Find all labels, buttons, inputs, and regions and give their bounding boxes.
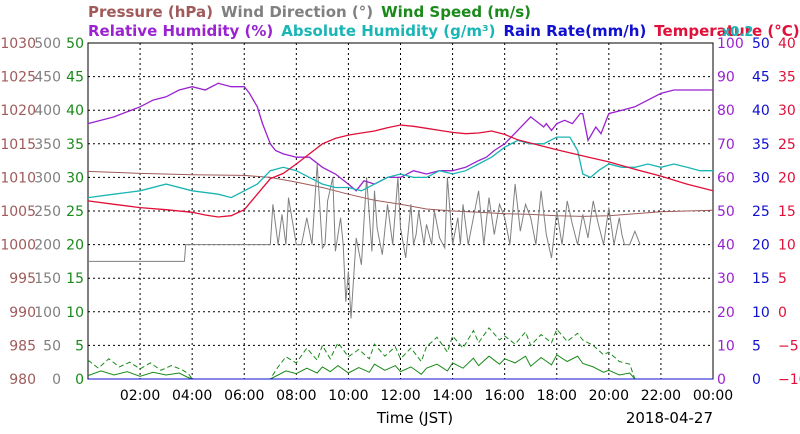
wind-speed-tick-label: 35 — [66, 137, 84, 153]
pressure-tick-label: 1000 — [0, 238, 36, 254]
temperature-tick-label: 0 — [778, 305, 787, 321]
relative-humidity-tick-label: 0 — [717, 372, 726, 388]
pressure-tick-label: 1015 — [0, 137, 36, 153]
wind-direction-tick-label: 450 — [34, 70, 61, 86]
relative-humidity-tick-label: 90 — [717, 70, 735, 86]
wind-speed-tick-label: 5 — [75, 338, 84, 354]
legend-item: Wind Direction (°) — [221, 3, 373, 21]
wind-direction-tick-label: 250 — [34, 204, 61, 220]
x-tick-label: 16:00 — [484, 388, 524, 404]
pressure-tick-label: 1005 — [0, 204, 36, 220]
wind-direction-tick-label: 50 — [43, 338, 61, 354]
rain-rate-tick-label: 10 — [752, 305, 770, 321]
wind-direction-tick-label: 350 — [34, 137, 61, 153]
wind-direction-tick-label: 500 — [34, 36, 61, 52]
x-tick-label: 06:00 — [224, 388, 264, 404]
rain-rate-tick-label: 30 — [752, 170, 770, 186]
x-tick-label: 12:00 — [380, 388, 420, 404]
x-tick-label: 08:00 — [276, 388, 316, 404]
wind-speed-tick-label: 20 — [66, 238, 84, 254]
pressure-tick-label: 1020 — [0, 103, 36, 119]
wind-direction-tick-label: 200 — [34, 238, 61, 254]
wind-direction-tick-label: 150 — [34, 271, 61, 287]
wind-speed-tick-label: 25 — [66, 204, 84, 220]
x-tick-label: 14:00 — [432, 388, 472, 404]
rain-rate-tick-label: 25 — [752, 204, 770, 220]
temperature-tick-label: 10 — [778, 238, 796, 254]
x-tick-label: 18:00 — [537, 388, 577, 404]
pressure-tick-label: 1030 — [0, 36, 36, 52]
relative-humidity-tick-label: 30 — [717, 271, 735, 287]
pressure-tick-label: 1010 — [0, 170, 36, 186]
rain-rate-tick-label: 5 — [752, 338, 761, 354]
pressure-tick-label: 1025 — [0, 70, 36, 86]
x-tick-label: 20:00 — [589, 388, 629, 404]
right-axes: 1009080706050403020100504540353025201510… — [717, 36, 800, 388]
series-lines — [87, 82, 714, 380]
temperature-tick-label: 25 — [778, 137, 796, 153]
relative-humidity-tick-label: 100 — [717, 36, 744, 52]
series-relative-humidity — [87, 82, 713, 192]
date-label: 2018-04-27 — [626, 409, 713, 427]
wind-speed-tick-label: 40 — [66, 103, 84, 119]
pressure-tick-label: 980 — [9, 372, 36, 388]
rain-rate-tick-label: 20 — [752, 238, 770, 254]
pressure-tick-label: 990 — [9, 305, 36, 321]
x-axis-label: Time (JST) — [376, 409, 453, 427]
wind-direction-tick-label: 0 — [52, 372, 61, 388]
wind-speed-tick-label: 15 — [66, 271, 84, 287]
wind-direction-tick-label: 100 — [34, 305, 61, 321]
wind-direction-tick-label: 300 — [34, 170, 61, 186]
legend-item: Rain Rate(mm/h) — [503, 22, 646, 40]
temperature-tick-label: −10 — [778, 372, 800, 388]
legend-item: Absolute Humidity (g/m³) — [281, 22, 495, 40]
x-axis: 02:00 04:00 06:00 08:00 10:00 12:00 14:00 16:00… — [120, 388, 733, 404]
series-wind-direction — [88, 163, 641, 319]
wind-direction-tick-label: 400 — [34, 103, 61, 119]
x-tick-label: 00:00 — [693, 388, 733, 404]
relative-humidity-tick-label: 50 — [717, 204, 735, 220]
left-axes: 1030102510201015101010051000995990985980… — [0, 36, 84, 388]
pressure-tick-label: 995 — [9, 271, 36, 287]
x-tick-label: 22:00 — [641, 388, 681, 404]
x-tick-label: 04:00 — [172, 388, 212, 404]
rain-rate-tick-label: 15 — [752, 271, 770, 287]
x-tick-label: 10:00 — [328, 388, 368, 404]
temperature-tick-label: 20 — [778, 170, 796, 186]
wind-speed-tick-label: 30 — [66, 170, 84, 186]
relative-humidity-tick-label: 10 — [717, 338, 735, 354]
rain-rate-tick-label: 40 — [752, 103, 770, 119]
x-tick-label: 02:00 — [120, 388, 160, 404]
legend-item: Relative Humidity (%) — [88, 22, 273, 40]
relative-humidity-tick-label: 20 — [717, 305, 735, 321]
temperature-tick-label: 35 — [778, 70, 796, 86]
legend-item: Pressure (hPa) — [88, 3, 213, 21]
wind-speed-tick-label: 50 — [66, 36, 84, 52]
temperature-tick-label: 15 — [778, 204, 796, 220]
relative-humidity-tick-label: 40 — [717, 238, 735, 254]
legend-item: Wind Speed (m/s) — [381, 3, 531, 21]
relative-humidity-tick-label: 80 — [717, 103, 735, 119]
series-pressure-hpa — [87, 170, 714, 217]
rain-rate-tick-label: 0 — [752, 372, 761, 388]
temperature-tick-label: 30 — [778, 103, 796, 119]
wind-speed-tick-label: 45 — [66, 70, 84, 86]
rain-rate-tick-label: 35 — [752, 137, 770, 153]
rain-rate-tick-label: 45 — [752, 70, 770, 86]
relative-humidity-tick-label: 70 — [717, 137, 735, 153]
series-absolute-humidity-g-m — [87, 136, 713, 199]
legend-item: Temperature (°C) — [654, 22, 799, 40]
relative-humidity-tick-label: 60 — [717, 170, 735, 186]
wind-speed-tick-label: 10 — [66, 305, 84, 321]
pressure-tick-label: 985 — [9, 338, 36, 354]
rain-rate-tick-label: 50 — [752, 36, 770, 52]
temperature-tick-label: 40 — [778, 36, 796, 52]
wind-speed-tick-label: 0 — [75, 372, 84, 388]
series-temperature-c — [87, 124, 714, 218]
legend-scale-label: x0.2 — [722, 25, 753, 40]
temperature-tick-label: 5 — [778, 271, 787, 287]
temperature-tick-label: −5 — [778, 338, 799, 354]
legend: Pressure (hPa) Wind Direction (°) Wind Spe… — [88, 3, 800, 40]
